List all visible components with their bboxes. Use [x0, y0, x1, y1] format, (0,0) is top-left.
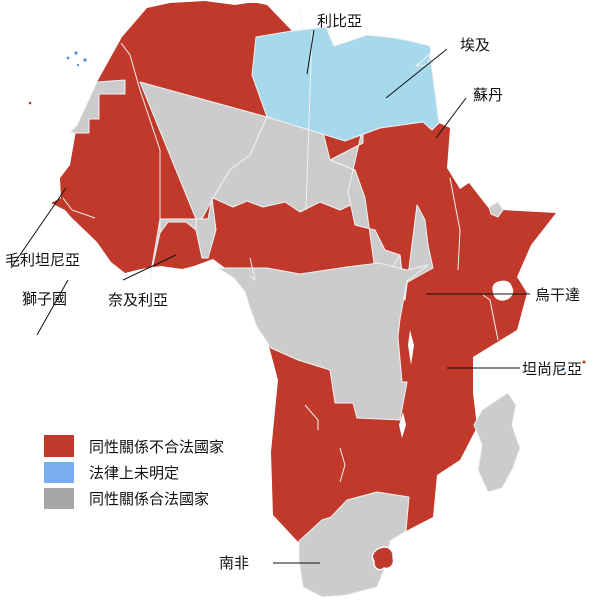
- svg-text:毛利坦尼亞: 毛利坦尼亞: [5, 252, 80, 269]
- svg-text:利比亞: 利比亞: [317, 13, 362, 30]
- svg-text:埃及: 埃及: [460, 37, 490, 54]
- svg-text:同性關係合法國家: 同性關係合法國家: [89, 491, 209, 508]
- svg-text:烏干達: 烏干達: [535, 287, 580, 304]
- svg-text:獅子國: 獅子國: [22, 291, 67, 308]
- svg-text:坦尚尼亞: 坦尚尼亞: [522, 361, 582, 378]
- svg-text:法律上未明定: 法律上未明定: [89, 465, 179, 482]
- svg-text:奈及利亞: 奈及利亞: [108, 292, 168, 309]
- svg-text:同性關係不合法國家: 同性關係不合法國家: [89, 439, 224, 456]
- svg-text:南非: 南非: [219, 555, 249, 572]
- svg-text:蘇丹: 蘇丹: [473, 87, 503, 104]
